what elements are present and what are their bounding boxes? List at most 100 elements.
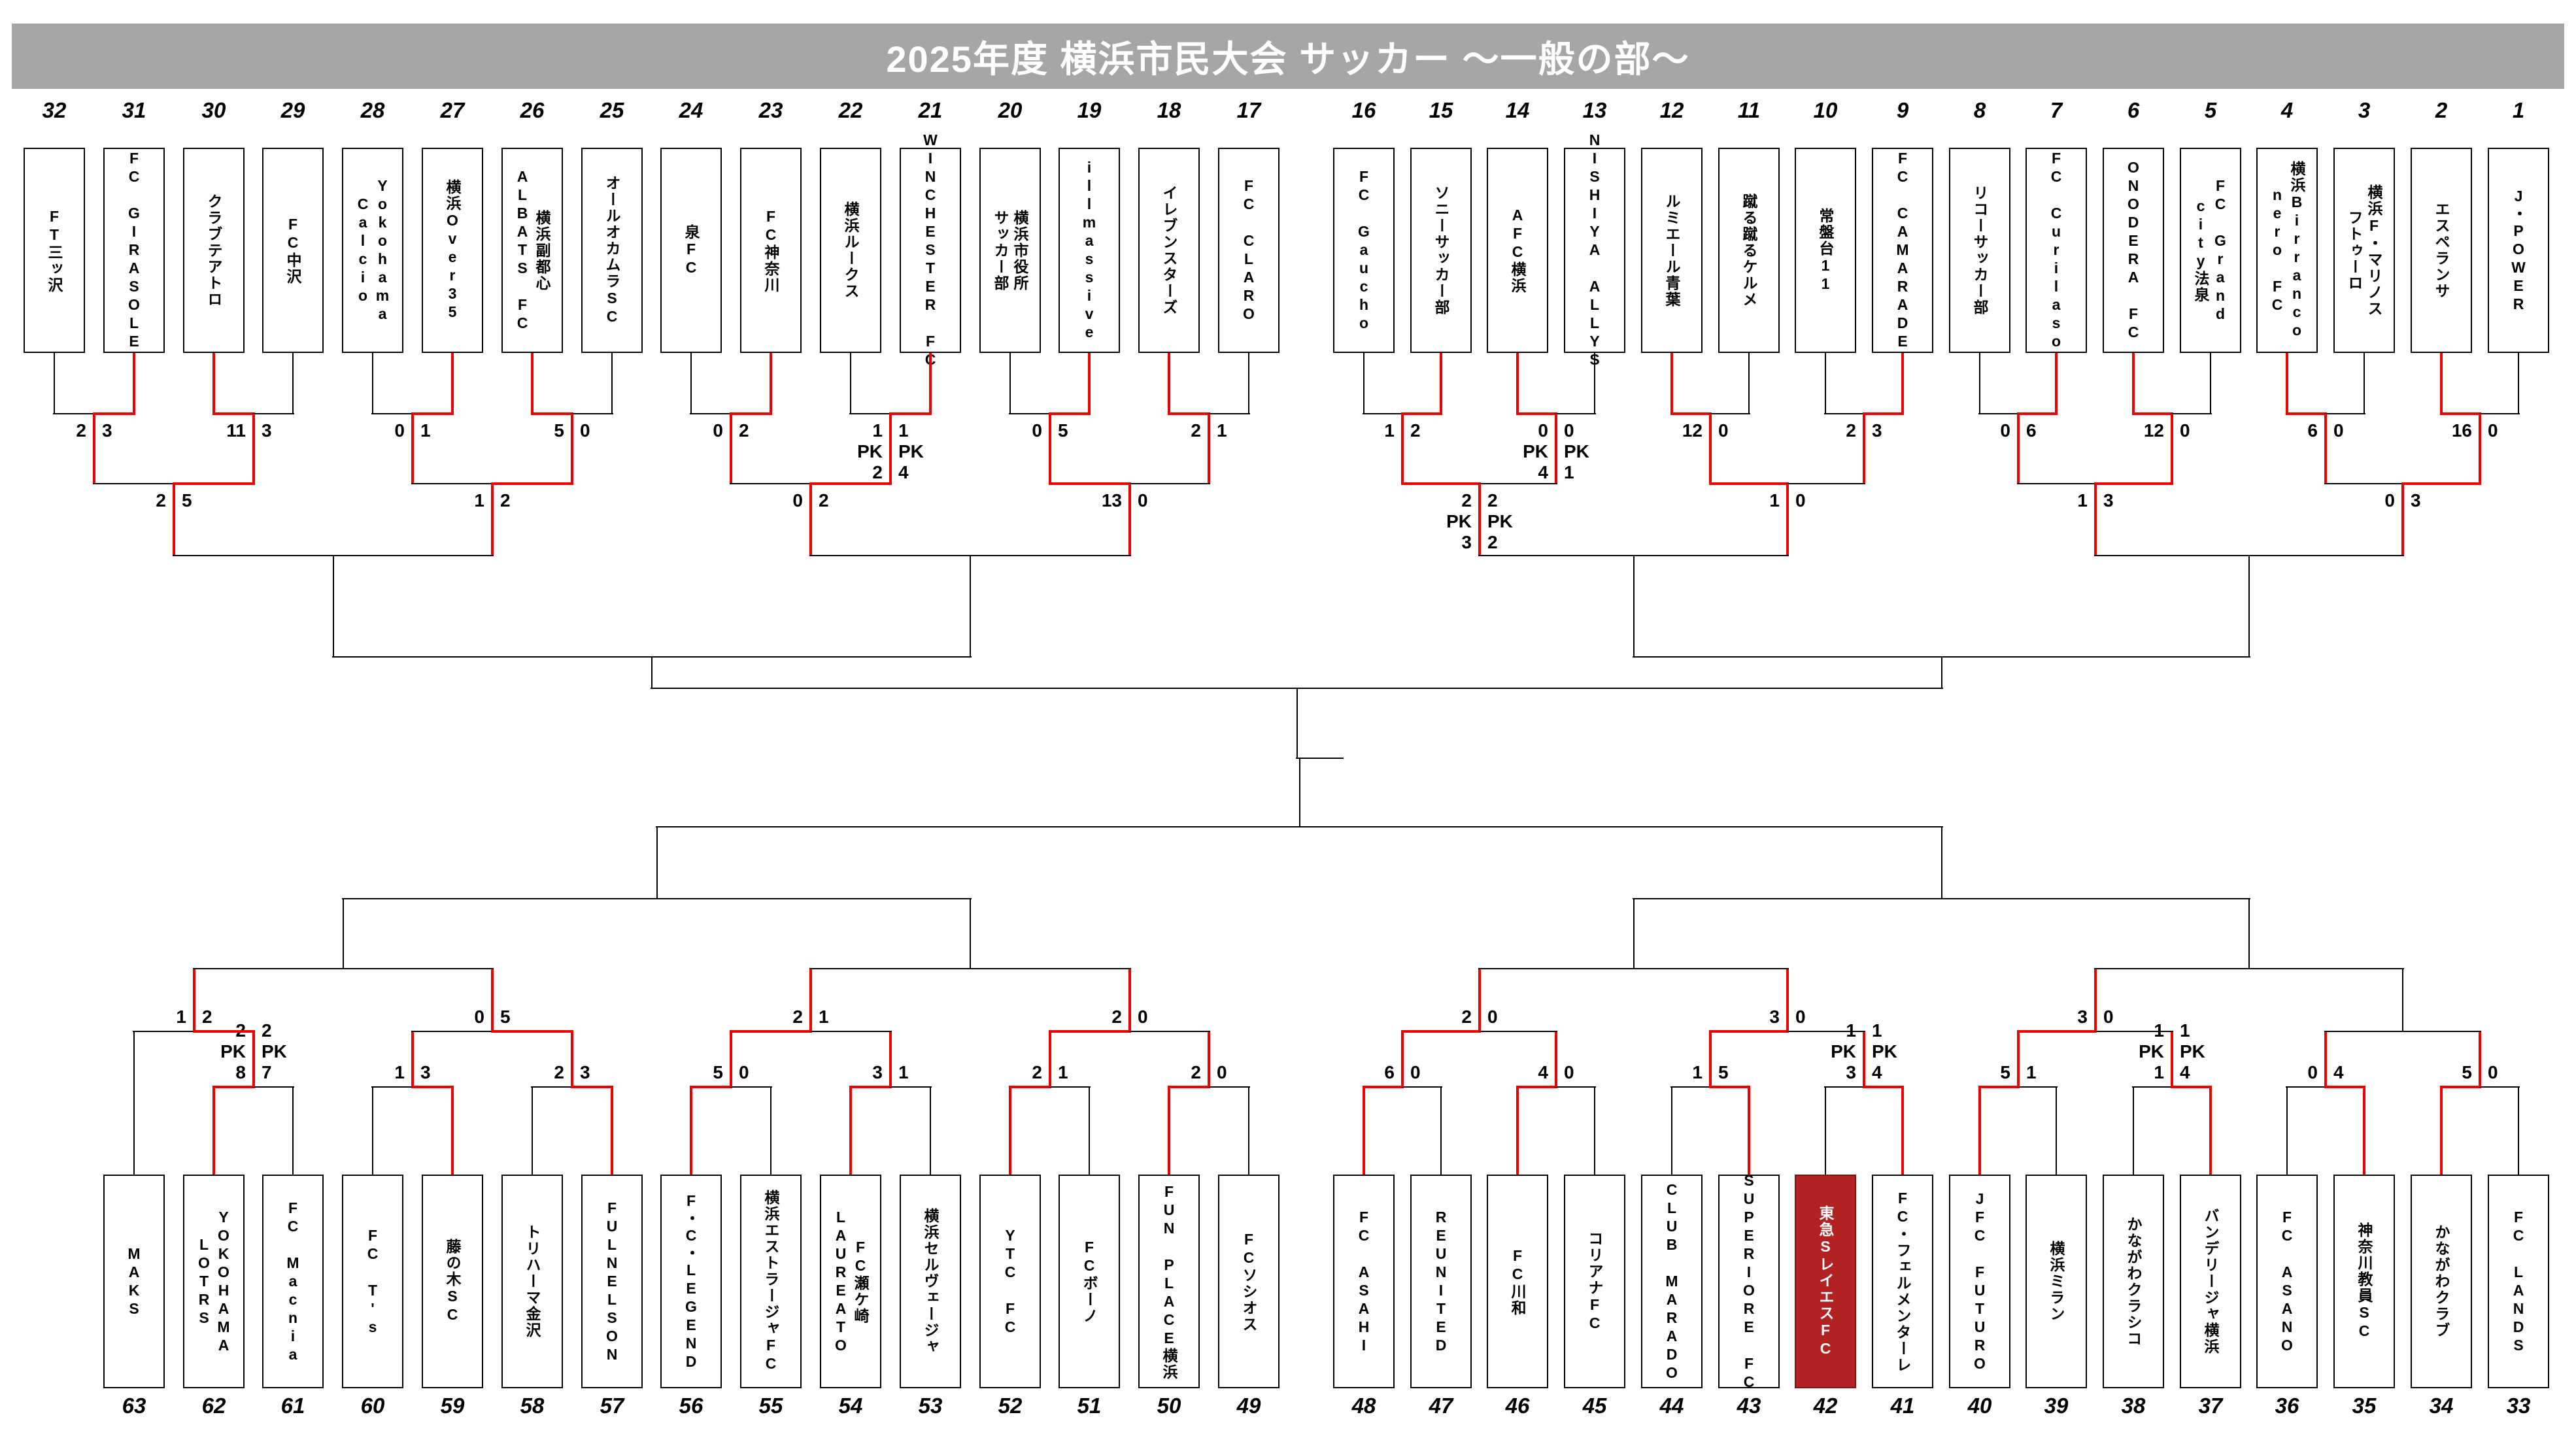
match-score-bottom-r1-9-left: 4 <box>1538 1062 1548 1082</box>
match-score-top-r1-14-right: 0 <box>2333 420 2344 441</box>
team-box-seed-49: FCソシオス <box>1218 1175 1280 1388</box>
match-score-bottom-r1-15-left: 5 <box>2462 1062 2472 1082</box>
team-box-seed-48: FC ASAHI <box>1333 1175 1395 1388</box>
seed-label-17: 17 <box>1236 98 1261 122</box>
bracket-line <box>1049 1086 1091 1088</box>
match-score-top-r1-12-right: 6 <box>2026 420 2037 441</box>
match-score-bottom-r1-4-right: 0 <box>739 1062 749 1082</box>
team-name-51: FCボーノ <box>1081 1239 1098 1324</box>
bracket-line <box>730 1030 812 1033</box>
bracket-line <box>809 482 892 485</box>
match-score-bottom-r2-3-right: 0 <box>1138 1007 1148 1027</box>
match-score-top-r1-13-left: 12 <box>2143 420 2164 441</box>
team-box-seed-14: AFC横浜 <box>1487 148 1548 353</box>
team-box-seed-21: WINCHESTER FC <box>900 131 961 369</box>
match-score-bottom-r2-5-right: 0 <box>1795 1007 1806 1027</box>
match-score-bottom-r1-4-left: 5 <box>713 1062 723 1082</box>
seed-label-24: 24 <box>679 98 703 122</box>
match-score-top-r2-7-left: 0 <box>2384 490 2395 510</box>
team-name-35: 神奈川教員SC <box>2356 1222 2373 1341</box>
bracket-line <box>2324 1086 2365 1088</box>
team-box-seed-16: FC Gaucho <box>1333 148 1395 353</box>
bracket-line <box>1168 412 1210 415</box>
bracket-line <box>2056 1087 2057 1175</box>
bracket-line <box>2017 412 2058 415</box>
bracket-line <box>2171 414 2173 484</box>
bracket-line <box>656 827 658 899</box>
bracket-line <box>371 1086 414 1088</box>
team-box-seed-28: Yokohama Calcio <box>342 148 403 353</box>
team-name-3: 横浜F・マリノス フトゥーロ <box>2346 184 2382 317</box>
team-box-seed-53: 横浜セルヴェージャ <box>900 1175 961 1388</box>
match-score-top-r1-7-right: 1 <box>1217 420 1227 441</box>
bracket-line <box>2132 412 2173 415</box>
bracket-line <box>1363 1087 1365 1175</box>
bracket-line <box>411 414 414 484</box>
team-box-seed-25: オールオカムラSC <box>581 148 643 353</box>
bracket-line <box>1049 1031 1051 1087</box>
team-name-36: FC ASANO <box>2279 1208 2296 1355</box>
bracket-line <box>1363 413 1404 414</box>
bracket-line <box>491 1030 573 1033</box>
bracket-line <box>730 414 732 484</box>
bracket-line <box>212 1086 255 1088</box>
match-score-bottom-r1-3-left: 2 <box>554 1062 564 1082</box>
bracket-line <box>889 414 892 484</box>
bracket-line <box>1594 353 1595 414</box>
bracket-line <box>1633 556 1635 657</box>
match-score-bottom-r1-7-left: 2 <box>1191 1062 1201 1082</box>
seed-label-33: 33 <box>2506 1394 2531 1418</box>
team-name-31: FC GIRASOLE <box>126 150 143 351</box>
seed-label-40: 40 <box>1967 1394 1992 1418</box>
bracket-line <box>2094 482 2173 485</box>
team-name-42: 東急SレイエスFC <box>1817 1205 1834 1358</box>
team-box-seed-26: 横浜副都心 ALBATS FC <box>501 148 563 353</box>
seed-label-25: 25 <box>600 98 624 122</box>
bracket-line <box>252 414 255 484</box>
bracket-line <box>1401 482 1481 485</box>
team-box-seed-33: FC LANDS <box>2488 1175 2549 1388</box>
seed-label-13: 13 <box>1582 98 1607 122</box>
match-score-bottom-r2-4-right: 0 <box>1487 1007 1498 1027</box>
seed-label-26: 26 <box>520 98 545 122</box>
team-name-43: SUPERIORE FC <box>1740 1171 1757 1392</box>
team-box-seed-23: FC神奈川 <box>740 148 802 353</box>
seed-label-63: 63 <box>122 1394 146 1418</box>
team-box-seed-36: FC ASANO <box>2256 1175 2318 1388</box>
bracket-line <box>2209 1087 2212 1175</box>
bracket-line <box>292 353 294 414</box>
team-box-seed-50: FUN PLACE横浜 <box>1138 1175 1200 1388</box>
team-box-seed-62: YOKOHAMA LOTRS <box>183 1175 245 1388</box>
bracket-line <box>1978 1087 1981 1175</box>
team-name-63: MAKS <box>126 1244 143 1318</box>
bracket-line <box>173 484 175 556</box>
bracket-line <box>2440 412 2481 415</box>
bracket-line <box>2440 1087 2443 1175</box>
bracket-line <box>133 353 135 414</box>
bracket-line <box>2094 484 2097 556</box>
match-score-bottom-r1-1-right: 2 PK 7 <box>262 1020 287 1082</box>
match-score-bottom-r2-2-right: 1 <box>819 1007 829 1027</box>
match-score-top-r1-0-right: 3 <box>102 420 112 441</box>
bracket-line <box>292 1087 294 1175</box>
bracket-line <box>193 969 195 1031</box>
bracket-line <box>2286 1087 2288 1175</box>
bracket-line <box>1363 1086 1404 1088</box>
match-score-top-r2-1-left: 1 <box>474 490 484 510</box>
team-box-seed-45: コリアナFC <box>1564 1175 1625 1388</box>
match-score-bottom-r1-6-right: 1 <box>1058 1062 1068 1082</box>
match-score-top-r1-14-left: 6 <box>2307 420 2318 441</box>
match-score-top-r1-1-right: 3 <box>262 420 272 441</box>
bracket-line <box>532 1087 533 1175</box>
bracket-line <box>1516 412 1557 415</box>
bracket-line <box>2017 1030 2097 1033</box>
team-name-5: FC Grand city法泉 <box>2192 177 2229 324</box>
bracket-line <box>1248 353 1249 414</box>
team-name-48: FC ASAHI <box>1355 1208 1372 1355</box>
bracket-line <box>1633 899 1635 969</box>
team-box-seed-47: REUNITED <box>1410 1175 1472 1388</box>
seed-label-22: 22 <box>838 98 863 122</box>
bracket-line <box>411 1031 494 1032</box>
bracket-line <box>491 482 573 485</box>
